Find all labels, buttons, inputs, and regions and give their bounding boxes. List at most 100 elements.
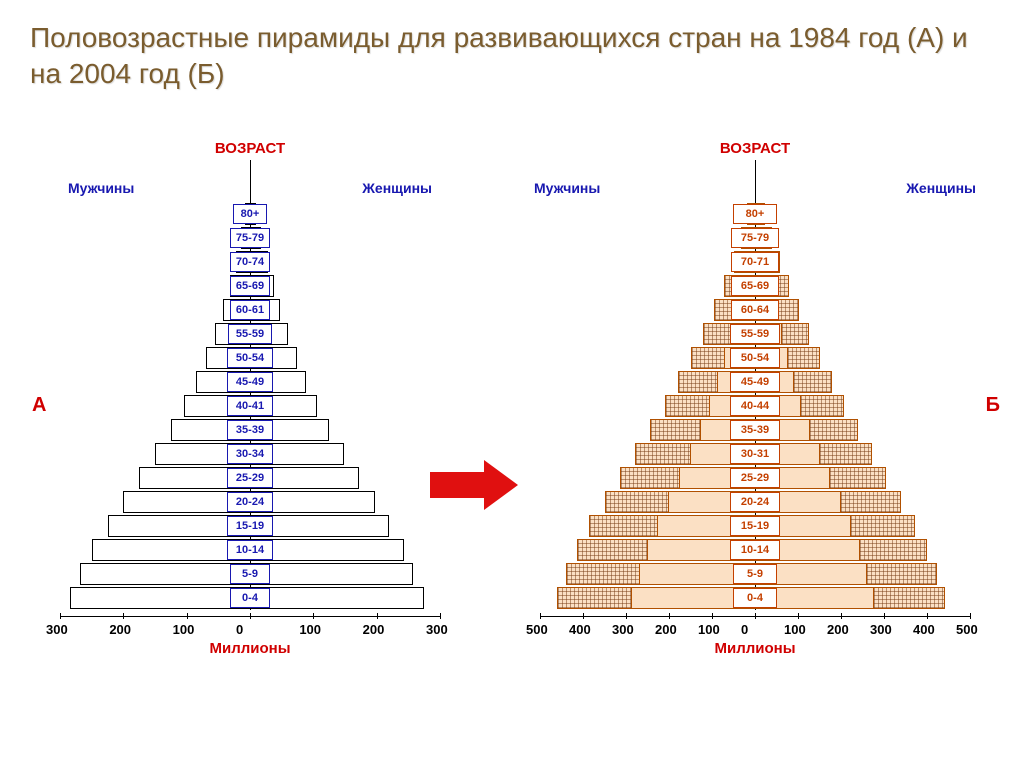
pyramid-row: 10-14 bbox=[60, 538, 440, 562]
pyramid-row: 55-59 bbox=[60, 322, 440, 346]
axis-tick-label: 400 bbox=[569, 622, 591, 637]
axis-title: Миллионы bbox=[209, 640, 290, 657]
age-label: 20-24 bbox=[730, 492, 780, 512]
axis-tick-label: 300 bbox=[870, 622, 892, 637]
age-label: 5-9 bbox=[230, 564, 270, 584]
age-label: 80+ bbox=[233, 204, 267, 224]
pyramid-row: 0-4 bbox=[60, 586, 440, 610]
age-label: 0-4 bbox=[230, 588, 270, 608]
growth-male bbox=[589, 515, 658, 537]
pyramid-row: 75-79 bbox=[60, 226, 440, 250]
age-label: 35-39 bbox=[730, 420, 780, 440]
axis-tick-label: 100 bbox=[698, 622, 720, 637]
pyramid-row: 10-14 bbox=[540, 538, 970, 562]
pyramid-row: 65-69 bbox=[540, 274, 970, 298]
axis-tick-label: 0 bbox=[741, 622, 748, 637]
pyramid-row: 40-44 bbox=[540, 394, 970, 418]
growth-female bbox=[873, 587, 945, 609]
pyramid-row: 80+ bbox=[60, 202, 440, 226]
pyramid-row: 50-54 bbox=[540, 346, 970, 370]
pyramid-row: 80+ bbox=[540, 202, 970, 226]
age-label: 35-39 bbox=[227, 420, 273, 440]
age-label: 50-54 bbox=[227, 348, 273, 368]
age-label: 75-79 bbox=[731, 228, 779, 248]
age-label: 40-41 bbox=[227, 396, 273, 416]
arrow-icon bbox=[430, 460, 530, 510]
age-label: 70-74 bbox=[230, 252, 270, 272]
bar-male bbox=[80, 563, 250, 585]
axis-tick-label: 500 bbox=[956, 622, 978, 637]
age-label: 40-44 bbox=[730, 396, 780, 416]
growth-female bbox=[840, 491, 901, 513]
growth-male bbox=[691, 347, 725, 369]
age-label: 60-64 bbox=[731, 300, 779, 320]
pyramid-row: 60-61 bbox=[60, 298, 440, 322]
age-heading: ВОЗРАСТ bbox=[215, 140, 285, 157]
age-label: 15-19 bbox=[227, 516, 273, 536]
axis-tick-label: 0 bbox=[236, 622, 243, 637]
axis-tick-label: 200 bbox=[363, 622, 385, 637]
axis-tick-label: 200 bbox=[827, 622, 849, 637]
axis-tick-label: 200 bbox=[109, 622, 131, 637]
slide-title: Половозрастные пирамиды для развивающихс… bbox=[30, 20, 994, 93]
pyramid-row: 5-9 bbox=[540, 562, 970, 586]
pyramid-row: 75-79 bbox=[540, 226, 970, 250]
pyramid-row: 65-69 bbox=[60, 274, 440, 298]
axis-tick-label: 400 bbox=[913, 622, 935, 637]
age-label: 65-69 bbox=[230, 276, 270, 296]
axis-tick-label: 100 bbox=[299, 622, 321, 637]
growth-male bbox=[635, 443, 691, 465]
age-label: 5-9 bbox=[733, 564, 777, 584]
pyramid-row: 45-49 bbox=[60, 370, 440, 394]
axis-tick-label: 300 bbox=[426, 622, 448, 637]
bar-male bbox=[70, 587, 251, 609]
pyramid-letter: Б bbox=[986, 394, 1000, 417]
age-label: 80+ bbox=[733, 204, 777, 224]
growth-female bbox=[859, 539, 927, 561]
pyramid-row: 50-54 bbox=[60, 346, 440, 370]
women-label: Женщины bbox=[362, 180, 432, 196]
pyramid-row: 70-71 bbox=[540, 250, 970, 274]
age-label: 15-19 bbox=[730, 516, 780, 536]
growth-female bbox=[793, 371, 833, 393]
growth-female bbox=[866, 563, 937, 585]
age-label: 10-14 bbox=[730, 540, 780, 560]
age-label: 45-49 bbox=[227, 372, 273, 392]
growth-male bbox=[678, 371, 718, 393]
pyramid-row: 5-9 bbox=[60, 562, 440, 586]
growth-male bbox=[577, 539, 648, 561]
growth-male bbox=[605, 491, 670, 513]
age-label: 30-31 bbox=[730, 444, 780, 464]
age-label: 45-49 bbox=[730, 372, 780, 392]
axis-tick-label: 100 bbox=[173, 622, 195, 637]
pyramid-row: 35-39 bbox=[540, 418, 970, 442]
pyramid-row: 25-29 bbox=[60, 466, 440, 490]
women-label: Женщины bbox=[906, 180, 976, 196]
growth-female bbox=[800, 395, 844, 417]
axis-tick-label: 100 bbox=[784, 622, 806, 637]
pyramid-charts: ВОЗРАСТМужчиныЖенщиныА80+75-7970-7465-69… bbox=[0, 140, 1024, 710]
pyramid-row: 60-64 bbox=[540, 298, 970, 322]
men-label: Мужчины bbox=[68, 180, 134, 196]
age-label: 65-69 bbox=[731, 276, 779, 296]
pyramid-row: 35-39 bbox=[60, 418, 440, 442]
pyramid-row: 15-19 bbox=[60, 514, 440, 538]
age-label: 55-59 bbox=[730, 324, 780, 344]
age-label: 30-34 bbox=[227, 444, 273, 464]
age-heading: ВОЗРАСТ bbox=[720, 140, 790, 157]
pyramid-row: 40-41 bbox=[60, 394, 440, 418]
growth-female bbox=[819, 443, 873, 465]
pyramid-row: 20-24 bbox=[540, 490, 970, 514]
pyramid-row: 0-4 bbox=[540, 586, 970, 610]
pyramid-row: 30-31 bbox=[540, 442, 970, 466]
growth-female bbox=[809, 419, 858, 441]
men-label: Мужчины bbox=[534, 180, 600, 196]
age-label: 50-54 bbox=[730, 348, 780, 368]
bar-female bbox=[250, 539, 404, 561]
growth-male bbox=[566, 563, 640, 585]
growth-male bbox=[665, 395, 710, 417]
age-label: 70-71 bbox=[731, 252, 779, 272]
growth-female bbox=[776, 299, 799, 321]
bar-female bbox=[250, 563, 413, 585]
age-label: 60-61 bbox=[230, 300, 270, 320]
